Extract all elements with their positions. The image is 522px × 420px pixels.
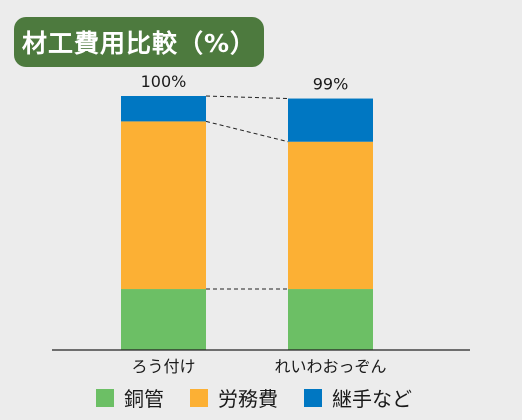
legend-item-銅管: 銅管 [96,383,164,412]
stacked-bar-chart: 100% ろう付け 99% れいわおっぞん [52,72,470,376]
legend-swatch [96,388,114,407]
legend-item-継手など: 継手など [304,383,412,412]
bar-segment-ろう付け-労務費 [121,121,206,290]
connector-line [205,95,289,100]
bar-segment-ろう付け-継手など [121,96,206,122]
bar-segment-れいわおっぞん-労務費 [288,141,373,290]
total-label-れいわおっぞん: 99% [313,75,349,94]
total-label-ろう付け: 100% [141,72,187,91]
legend-label: 労務費 [218,387,278,411]
bar-segment-ろう付け-銅管 [121,289,206,350]
bar-segment-れいわおっぞん-継手など [288,98,373,142]
legend-item-労務費: 労務費 [190,383,278,412]
legend-swatch [304,388,322,407]
connector-line [205,120,289,143]
bar-segment-れいわおっぞん-銅管 [288,289,373,350]
chart-title: 材工費用比較（%） [14,17,264,67]
legend-swatch [190,388,208,407]
category-label-ろう付け: ろう付け [131,357,195,376]
legend-label: 継手など [332,387,412,411]
legend: 銅管 労務費 継手など [96,383,438,412]
category-label-れいわおっぞん: れいわおっぞん [274,357,386,376]
legend-label: 銅管 [124,387,164,411]
